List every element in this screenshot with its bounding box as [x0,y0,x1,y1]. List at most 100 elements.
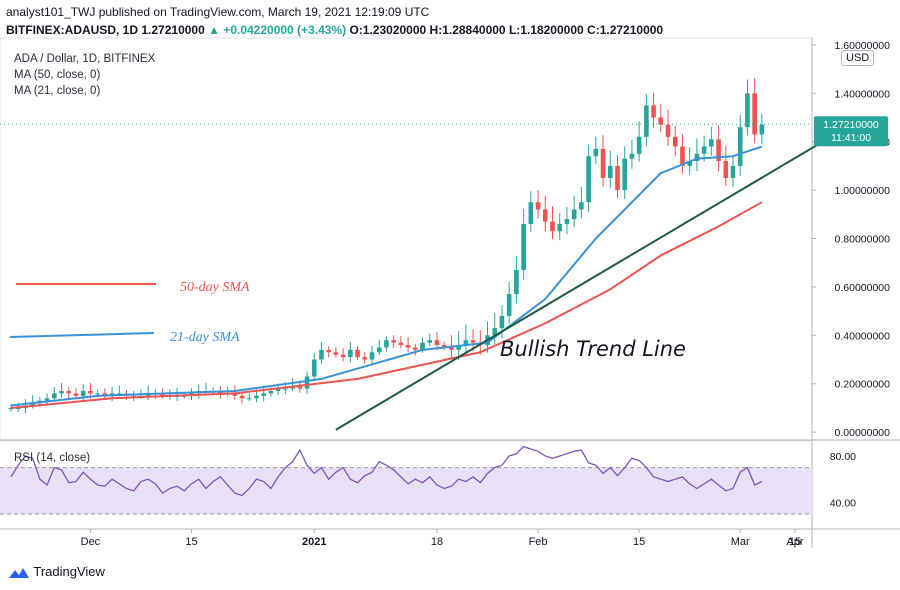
candle-body [311,359,317,377]
rsi-line [10,445,763,497]
currency-badge[interactable]: USD [841,50,875,66]
candle-body [745,93,750,128]
candle-body [615,165,620,191]
candle-body [564,219,570,224]
x-tick-label: Dec [81,536,101,548]
x-tick-label: Mar [731,536,750,548]
candle-body [680,146,685,166]
candle-body [398,342,404,346]
candle-body [730,165,736,178]
y-tick-label: 1.00000000 [835,185,891,197]
candle-body [449,347,454,350]
candle-body [687,161,692,166]
rsi-band [0,467,812,515]
candle-body [463,340,469,346]
change-value: ▲ +0.04220000 (+3.43%) [208,23,347,37]
candle-body [66,391,72,394]
y-tick-label: 0.20000000 [835,379,891,391]
candle-body [239,395,245,399]
ma21-legend[interactable]: MA (21, close, 0) [14,85,101,97]
tradingview-brand[interactable]: TradingView [8,564,105,580]
candle-body [80,391,86,396]
candle-body [441,345,447,348]
rsi-tick-label: 40.00 [830,497,856,509]
candle-body [571,209,577,220]
symbol-label: BITFINEX:ADAUSD, 1D [6,23,139,37]
high-label: H: [429,23,443,37]
low-label: L: [508,23,521,37]
x-tick-label: 18 [431,536,443,548]
candle-body [528,202,534,224]
high-value: 1.28840000 [442,23,506,37]
candle-body [499,315,505,329]
candle-body [333,352,339,355]
candle-body [737,127,743,166]
trend-line[interactable] [335,138,828,431]
candle-body [521,223,526,270]
candle-body [658,117,664,125]
candle-body [15,407,21,409]
candle-body [542,209,548,222]
candle-body [557,223,563,232]
candle-body [160,393,165,396]
candle-body [254,395,259,399]
candle-body [246,398,252,400]
candle-body [506,294,512,316]
rsi-tick-label: 80.00 [830,451,856,463]
candle-body [600,148,606,178]
candle-body [88,391,93,394]
candle-body [550,221,555,232]
candle-body [30,403,35,406]
candle-body [283,388,288,390]
candle-body [52,393,57,399]
candle-body [44,398,50,401]
y-tick-label: 1.60000000 [835,40,891,52]
candle-body [701,146,707,154]
sma21-key-line [9,332,155,338]
candle-body [59,391,64,394]
y-tick-label: 1.40000000 [835,88,891,100]
candle-body [340,354,346,358]
pair-legend[interactable]: ADA / Dollar, 1D, BITFINEX [14,53,156,65]
candle-body [586,156,591,203]
tradingview-logo-icon [9,567,29,578]
x-tick-label: 15 [633,536,645,548]
candle-body [405,345,411,348]
price-tag-countdown: 11:41:00 [831,132,871,144]
candle-body [723,161,729,178]
candle-body [752,93,757,135]
candle-body [420,342,425,350]
candle-body [376,347,382,353]
candle-body [261,393,266,396]
rsi-legend[interactable]: RSI (14, close) [14,452,91,464]
candle-body [413,347,418,350]
candle-body [232,393,238,396]
brand-label: TradingView [33,564,105,579]
y-tick-label: 0.40000000 [835,330,891,342]
open-label: O: [349,23,363,37]
candle-body [593,148,599,157]
candle-body [275,388,281,392]
candle-body [694,153,700,162]
candle-body [644,105,649,137]
sma21-annotation: 21-day SMA [170,330,240,345]
candle-body [348,349,353,358]
close-label: C: [587,23,600,37]
x-tick-label: 15 [185,536,197,548]
price-tag [814,116,888,147]
last-price: 1.27210000 [141,23,205,37]
candle-body [651,105,656,118]
candle-body [636,136,642,154]
candle-body [759,124,765,135]
candle-body [384,340,389,348]
y-tick-label: 0.00000000 [835,427,891,439]
candle-body [470,340,476,343]
candle-body [665,124,671,137]
ma50-legend[interactable]: MA (50, close, 0) [14,69,101,81]
candle-body [456,345,461,350]
candle-body [514,269,519,295]
candle-body [131,395,137,397]
candle-body [319,349,324,360]
candle-body [355,349,360,358]
